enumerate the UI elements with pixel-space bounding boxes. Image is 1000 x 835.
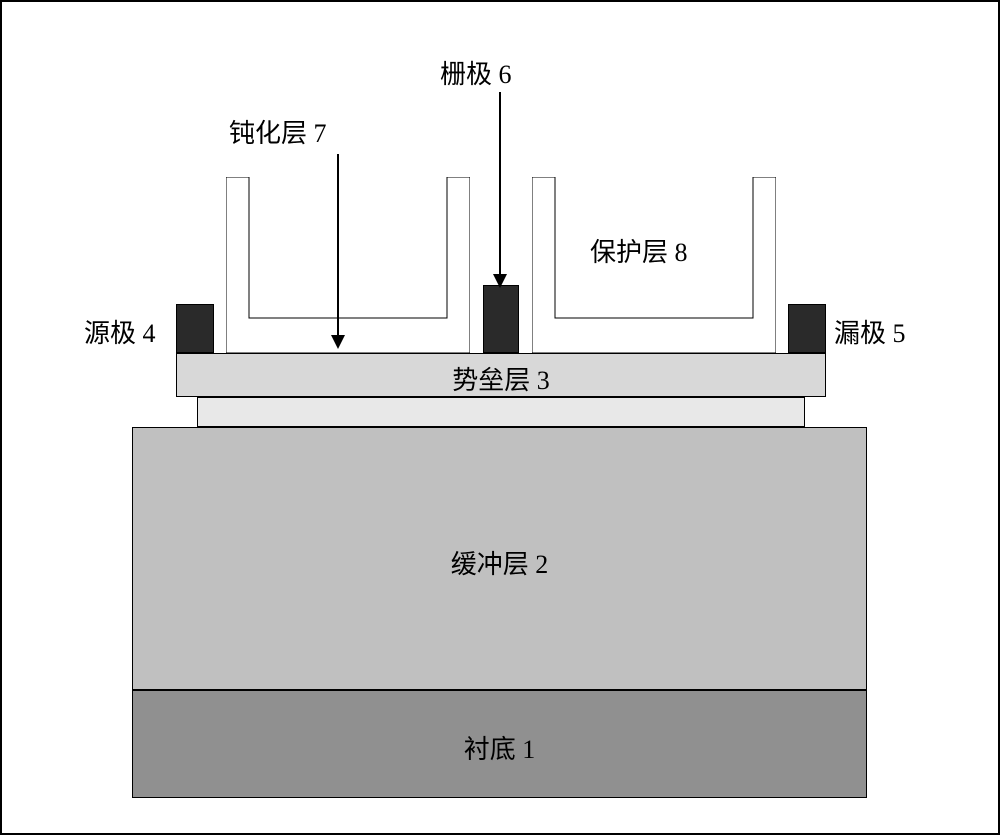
layer-unlabeled-gap	[197, 397, 805, 427]
label-source: 源极 4	[84, 313, 156, 350]
leader-gate	[499, 92, 501, 276]
electrode-source	[176, 304, 214, 353]
leader-passivation	[337, 154, 339, 337]
label-barrier: 势垒层 3	[176, 360, 826, 397]
passivation-left-trough	[226, 177, 470, 353]
label-substrate: 衬底 1	[132, 729, 867, 766]
electrode-drain	[788, 304, 826, 353]
label-protection: 保护层 8	[590, 232, 688, 269]
arrowhead-gate	[493, 274, 507, 288]
arrowhead-passivation	[331, 335, 345, 349]
label-drain: 漏极 5	[834, 313, 906, 350]
label-passivation: 钝化层 7	[229, 113, 327, 150]
label-buffer: 缓冲层 2	[132, 544, 867, 581]
label-gate: 栅极 6	[440, 54, 512, 91]
electrode-gate	[483, 285, 519, 353]
